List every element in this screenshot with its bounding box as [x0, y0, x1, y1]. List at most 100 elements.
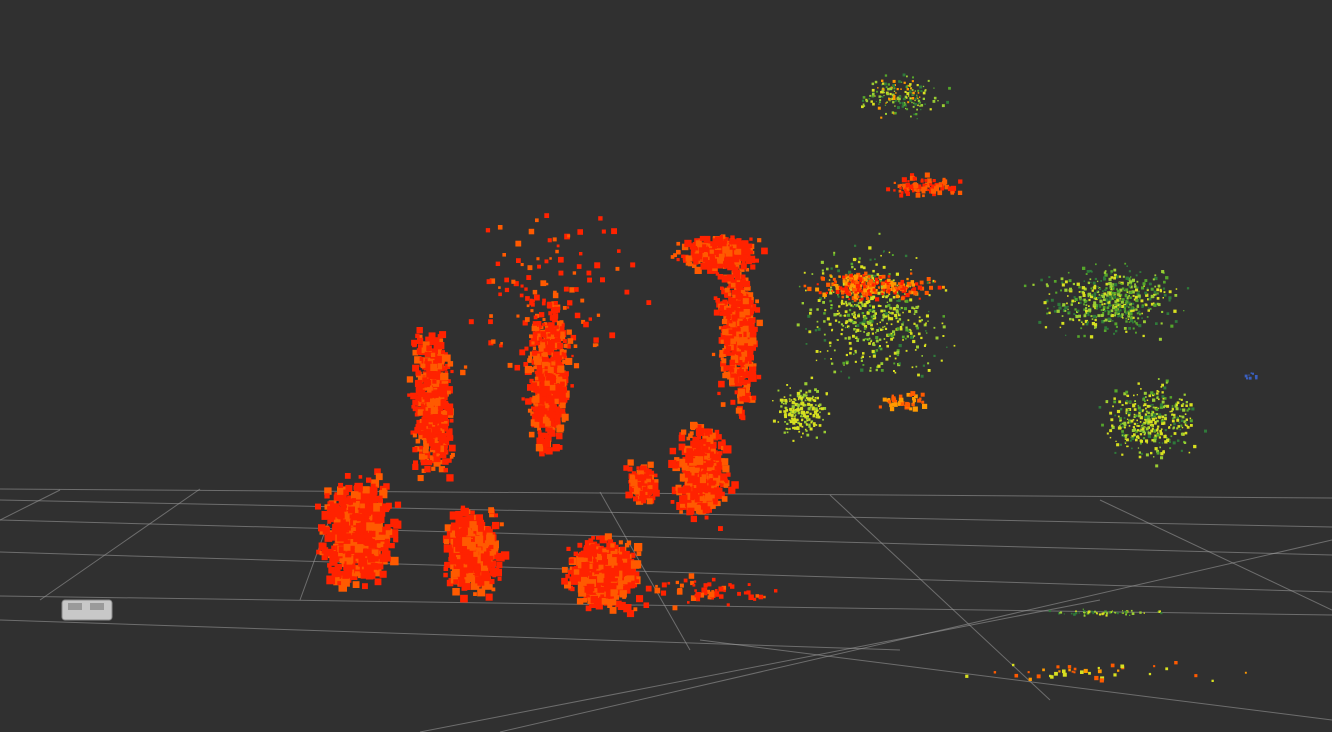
cloud-point: [1134, 400, 1136, 402]
cloud-point: [423, 443, 429, 449]
cloud-point: [1114, 274, 1117, 277]
cloud-point: [1127, 305, 1128, 306]
cloud-point: [895, 100, 897, 102]
cloud-point: [1125, 614, 1127, 616]
cloud-point: [787, 432, 789, 434]
cloud-point: [875, 81, 878, 84]
cloud-point: [868, 246, 871, 249]
cloud-point: [801, 419, 803, 421]
cloud-point: [874, 275, 876, 277]
cloud-point: [913, 177, 917, 181]
cloud-point: [1144, 279, 1147, 282]
cloud-point: [913, 106, 915, 108]
cloud-point: [864, 278, 867, 281]
cloud-point: [1131, 610, 1133, 612]
cloud-point: [942, 104, 945, 107]
cloud-point: [1125, 611, 1127, 613]
cloud-point: [899, 308, 901, 310]
cloud-point: [337, 581, 341, 585]
cloud-point: [946, 101, 949, 104]
cloud-point: [449, 445, 456, 452]
cloud-point: [868, 289, 870, 291]
cloud-point: [879, 101, 881, 103]
cloud-point: [919, 298, 921, 300]
cloud-point: [1138, 405, 1140, 407]
cloud-point: [1177, 401, 1180, 404]
cloud-point: [861, 360, 863, 362]
cloud-point: [1129, 425, 1131, 427]
cloud-point: [1194, 674, 1197, 677]
grid-line: [700, 640, 1332, 720]
cloud-point: [1148, 307, 1149, 308]
cloud-point: [826, 392, 829, 395]
cloud-point: [928, 311, 929, 312]
cloud-point: [906, 278, 908, 280]
cloud-point: [455, 546, 460, 551]
cloud-point: [492, 522, 499, 529]
point-cloud-near-obstacles: [315, 213, 777, 617]
cloud-point: [921, 393, 925, 397]
cloud-point: [862, 100, 864, 102]
cloud-point: [1094, 611, 1096, 613]
cloud-point: [927, 362, 929, 364]
cloud-point: [848, 337, 851, 340]
cloud-point: [1113, 296, 1116, 299]
cloud-point: [830, 304, 832, 306]
cloud-point: [789, 398, 791, 400]
cloud-point: [1037, 674, 1041, 678]
cloud-point: [838, 275, 840, 277]
cloud-point: [1130, 283, 1132, 285]
cloud-point: [556, 425, 563, 432]
cloud-point: [904, 189, 907, 192]
cloud-point: [807, 420, 808, 421]
cloud-point: [924, 179, 927, 182]
cloud-point: [828, 413, 830, 415]
cloud-point: [1055, 292, 1057, 294]
cloud-point: [1088, 611, 1091, 614]
cloud-point: [1138, 414, 1141, 417]
cloud-point: [333, 570, 338, 575]
cloud-point: [1095, 278, 1097, 280]
cloud-point: [1088, 296, 1089, 297]
cloud-point: [1162, 442, 1163, 443]
cloud-point: [450, 419, 454, 423]
cloud-point: [897, 88, 899, 90]
cloud-point: [863, 266, 866, 269]
cloud-point: [1090, 335, 1093, 338]
cloud-point: [912, 76, 914, 78]
cloud-point: [1065, 280, 1068, 283]
cloud-point: [849, 352, 852, 355]
cloud-point: [845, 320, 848, 323]
cloud-point: [880, 117, 882, 119]
cloud-point: [1142, 410, 1144, 412]
cloud-point: [921, 104, 924, 107]
cloud-point: [462, 557, 466, 561]
cloud-point: [591, 536, 595, 540]
cloud-point: [843, 315, 844, 316]
cloud-point: [355, 571, 360, 576]
cloud-point: [1122, 404, 1123, 405]
cloud-point: [1173, 441, 1176, 444]
cloud-point: [1111, 425, 1113, 427]
cloud-point: [1065, 335, 1066, 336]
cloud-point: [1185, 405, 1188, 408]
cloud-point: [892, 84, 895, 87]
cloud-point: [893, 296, 896, 299]
cloud-point: [593, 559, 597, 563]
cloud-point: [1101, 424, 1104, 427]
cloud-point: [899, 318, 902, 321]
cloud-point: [1134, 423, 1136, 425]
cloud-point: [1130, 276, 1131, 277]
cloud-point: [885, 328, 887, 330]
cloud-point: [920, 109, 921, 110]
cloud-point: [801, 402, 804, 405]
cloud-point: [1093, 282, 1096, 285]
cloud-point: [1125, 442, 1126, 443]
cloud-point: [1073, 613, 1076, 616]
cloud-point: [872, 89, 875, 92]
cloud-point: [811, 377, 814, 380]
cloud-point: [1124, 290, 1126, 292]
cloud-point: [1094, 297, 1096, 299]
